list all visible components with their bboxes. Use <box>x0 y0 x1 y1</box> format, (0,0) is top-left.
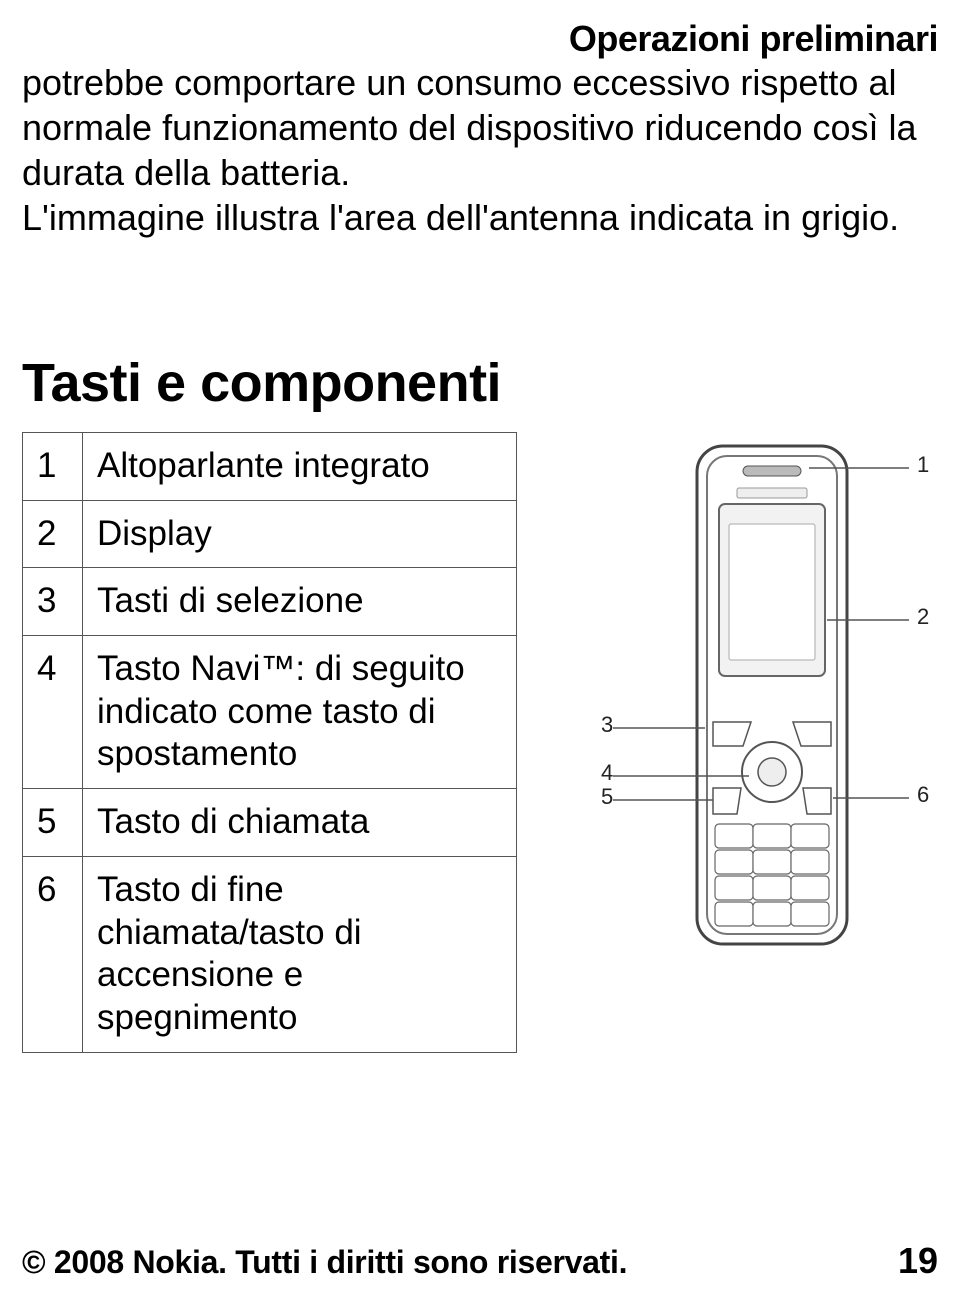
chapter-header: Operazioni preliminari <box>569 18 938 60</box>
svg-text:5: 5 <box>601 784 613 809</box>
cell-num: 2 <box>23 500 83 568</box>
body-paragraphs: potrebbe comportare un consumo eccessivo… <box>22 60 938 240</box>
table-row: 3Tasti di selezione <box>23 568 517 636</box>
cell-text: Tasti di selezione <box>83 568 517 636</box>
cell-num: 5 <box>23 789 83 857</box>
table-row: 1Altoparlante integrato <box>23 433 517 501</box>
cell-text: Tasto di chiamata <box>83 789 517 857</box>
cell-num: 6 <box>23 856 83 1052</box>
cell-text: Tasto di fine chiamata/tasto di accensio… <box>83 856 517 1052</box>
phone-diagram: 1 2 3 45 6 <box>537 432 938 1002</box>
cell-text: Display <box>83 500 517 568</box>
paragraph-2: L'immagine illustra l'area dell'antenna … <box>22 197 899 238</box>
cell-num: 1 <box>23 433 83 501</box>
section-title: Tasti e componenti <box>22 352 501 414</box>
table-row: 2Display <box>23 500 517 568</box>
svg-text:2: 2 <box>917 604 929 629</box>
cell-num: 4 <box>23 636 83 789</box>
table-row: 5Tasto di chiamata <box>23 789 517 857</box>
paragraph-1: potrebbe comportare un consumo eccessivo… <box>22 62 917 193</box>
svg-text:6: 6 <box>917 782 929 807</box>
cell-text: Tasto Navi™: di seguito indicato come ta… <box>83 636 517 789</box>
table-row: 6Tasto di fine chiamata/tasto di accensi… <box>23 856 517 1052</box>
phone-svg: 1 2 3 45 6 <box>537 432 947 1002</box>
cell-text: Altoparlante integrato <box>83 433 517 501</box>
copyright: © 2008 Nokia. Tutti i diritti sono riser… <box>22 1244 627 1281</box>
table-row: 4Tasto Navi™: di seguito indicato come t… <box>23 636 517 789</box>
svg-text:3: 3 <box>601 712 613 737</box>
svg-text:1: 1 <box>917 452 929 477</box>
cell-num: 3 <box>23 568 83 636</box>
svg-text:4: 4 <box>601 760 613 785</box>
components-table: 1Altoparlante integrato 2Display 3Tasti … <box>22 432 517 1053</box>
page-number: 19 <box>898 1240 938 1282</box>
